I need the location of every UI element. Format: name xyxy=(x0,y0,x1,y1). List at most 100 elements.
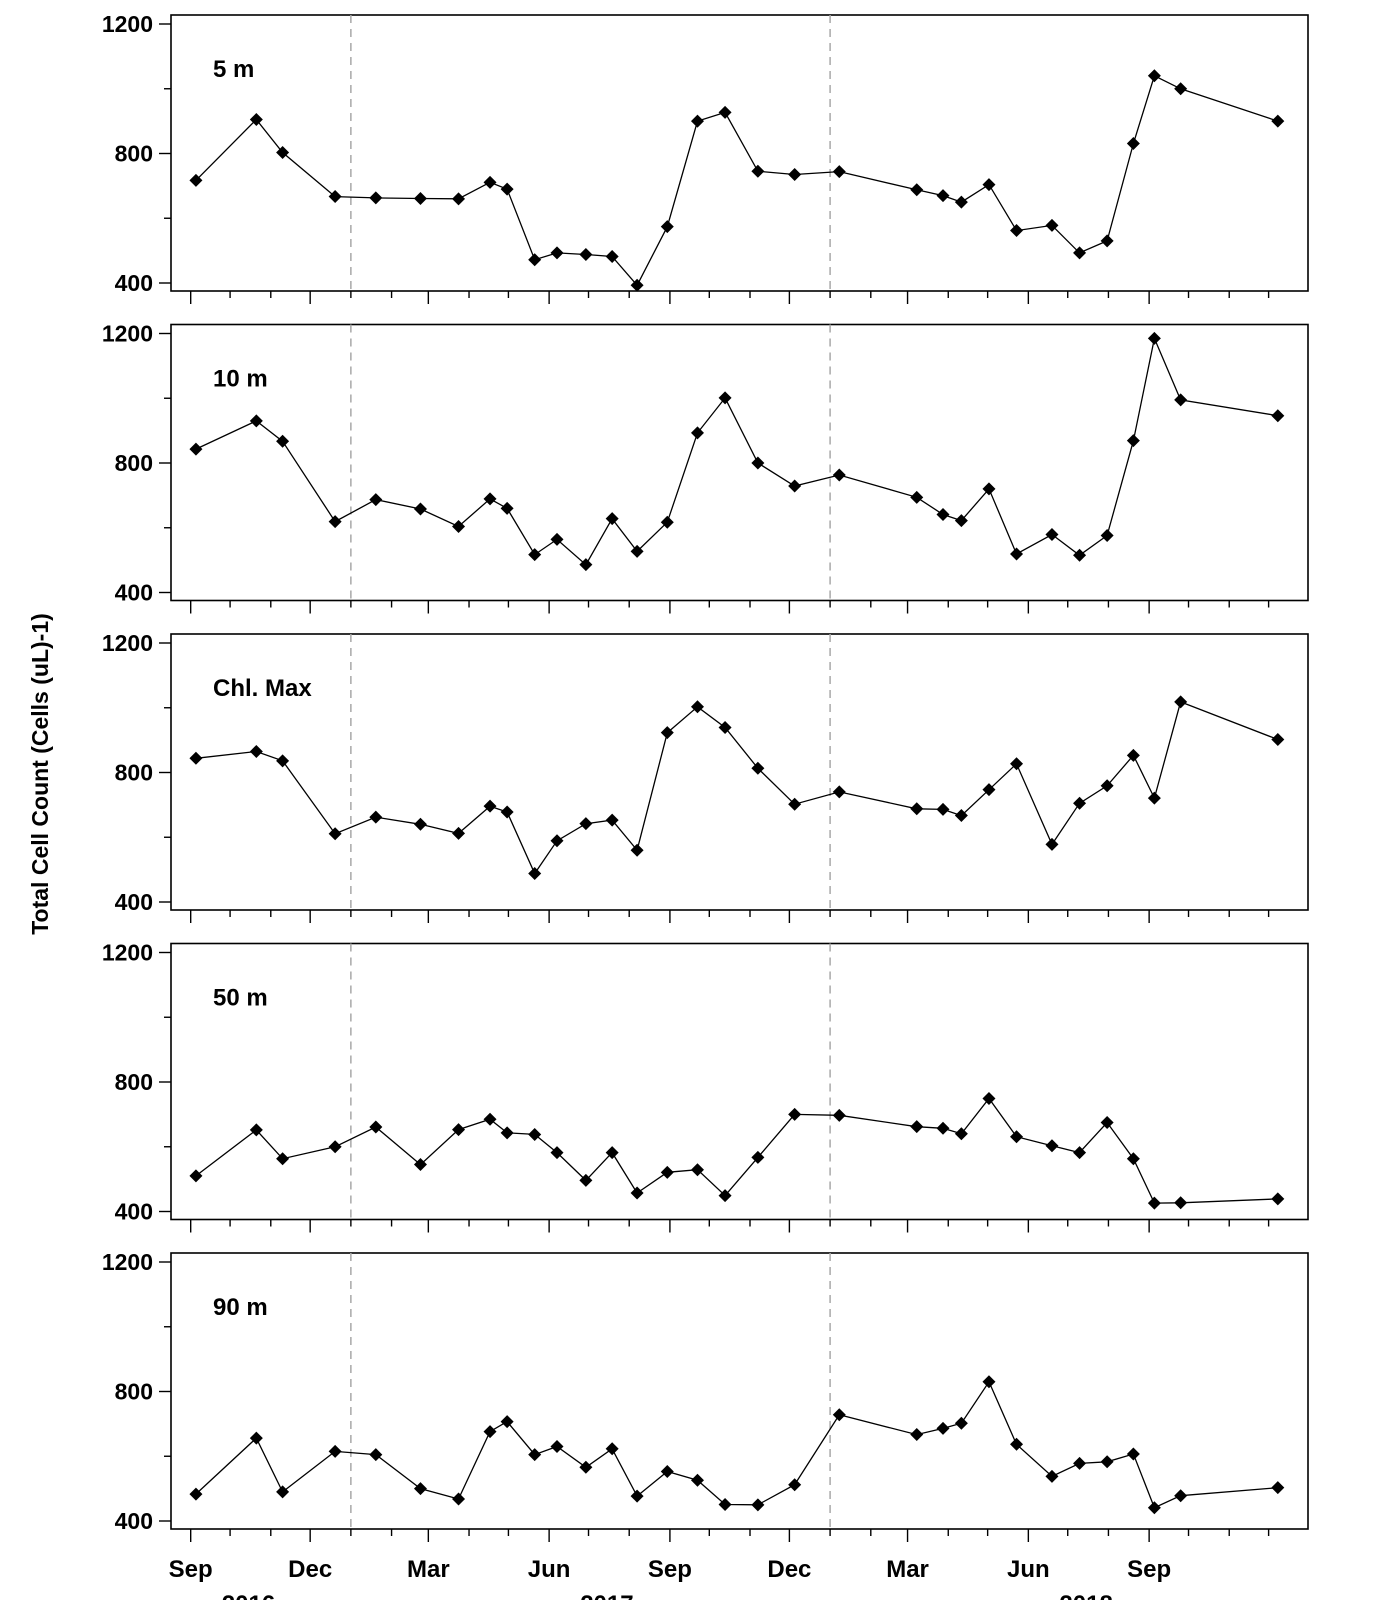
data-point xyxy=(483,1112,497,1126)
x-tick-label: Mar xyxy=(886,1556,929,1583)
data-point xyxy=(579,248,593,262)
data-point xyxy=(369,191,383,205)
data-point xyxy=(1010,547,1024,561)
data-point xyxy=(500,1126,514,1140)
data-point xyxy=(483,1425,497,1439)
data-point xyxy=(718,1497,732,1511)
panel-label: 5 m xyxy=(213,56,254,83)
x-tick-label: Mar xyxy=(407,1556,450,1583)
data-point xyxy=(369,1448,383,1462)
data-point xyxy=(751,1150,765,1164)
data-point xyxy=(1147,331,1161,345)
data-point xyxy=(550,246,564,260)
x-tick-label: Jun xyxy=(528,1556,571,1583)
data-point xyxy=(1174,1489,1188,1503)
data-point xyxy=(249,1123,263,1137)
data-point xyxy=(690,426,704,440)
data-point xyxy=(249,1431,263,1445)
data-point xyxy=(936,1121,950,1135)
data-point xyxy=(189,173,203,187)
data-point xyxy=(718,391,732,405)
x-tick-label: Dec xyxy=(288,1556,332,1583)
data-point xyxy=(1271,732,1285,746)
panel-label: 10 m xyxy=(213,366,268,393)
data-point xyxy=(605,1146,619,1160)
data-point xyxy=(1271,1481,1285,1495)
data-point xyxy=(328,1444,342,1458)
data-point xyxy=(982,1375,996,1389)
data-point xyxy=(910,490,924,504)
data-point xyxy=(954,514,968,528)
data-point xyxy=(660,1464,674,1478)
data-point xyxy=(328,190,342,204)
data-point xyxy=(788,479,802,493)
data-point xyxy=(1073,796,1087,810)
data-point xyxy=(910,183,924,197)
year-label: 2016 xyxy=(222,1591,275,1600)
data-point xyxy=(936,802,950,816)
data-point xyxy=(1100,529,1114,543)
data-point xyxy=(1147,1501,1161,1515)
y-tick-label: 1200 xyxy=(102,940,153,966)
data-point xyxy=(1045,1469,1059,1483)
data-point xyxy=(832,785,846,799)
data-point xyxy=(579,1173,593,1187)
data-point xyxy=(1126,434,1140,448)
data-point xyxy=(982,783,996,797)
year-label: 2018 xyxy=(1059,1591,1112,1600)
data-point xyxy=(690,1473,704,1487)
panel-frame xyxy=(170,1252,1309,1530)
data-point xyxy=(1073,548,1087,562)
data-point xyxy=(910,1120,924,1134)
data-point xyxy=(1010,757,1024,771)
data-point xyxy=(413,1482,427,1496)
data-point xyxy=(751,1498,765,1512)
data-point xyxy=(605,512,619,526)
data-point xyxy=(910,802,924,816)
data-point xyxy=(1073,1146,1087,1160)
data-point xyxy=(954,1127,968,1141)
data-point xyxy=(605,249,619,263)
data-point xyxy=(579,1460,593,1474)
data-point xyxy=(788,1107,802,1121)
data-point xyxy=(1147,791,1161,805)
y-tick-label: 800 xyxy=(115,1069,153,1095)
data-point xyxy=(1174,1196,1188,1210)
y-tick-label: 400 xyxy=(115,580,153,606)
series-line xyxy=(195,74,1279,287)
panel-frame xyxy=(170,633,1309,911)
data-point xyxy=(630,1489,644,1503)
data-point xyxy=(718,105,732,119)
data-point xyxy=(369,1120,383,1134)
data-point xyxy=(550,532,564,546)
data-point xyxy=(483,799,497,813)
data-point xyxy=(954,1416,968,1430)
data-point xyxy=(1126,748,1140,762)
data-point xyxy=(788,168,802,182)
data-point xyxy=(1045,1139,1059,1153)
data-point xyxy=(550,1440,564,1454)
data-point xyxy=(1126,136,1140,150)
data-point xyxy=(528,548,542,562)
data-point xyxy=(1147,69,1161,83)
panel-4: 400 800 1200 50 m xyxy=(102,940,1309,1233)
data-point xyxy=(660,726,674,740)
series-line xyxy=(195,1380,1278,1509)
data-point xyxy=(249,113,263,127)
data-point xyxy=(189,1487,203,1501)
data-point xyxy=(328,1140,342,1154)
data-point xyxy=(832,1408,846,1422)
data-point xyxy=(1100,1455,1114,1469)
data-point xyxy=(718,720,732,734)
panel-2: 400 800 1200 10 m xyxy=(102,321,1309,614)
y-tick-label: 1200 xyxy=(102,11,153,37)
y-tick-label: 800 xyxy=(115,141,153,167)
data-point xyxy=(328,827,342,841)
data-point xyxy=(982,1092,996,1106)
data-point xyxy=(1271,409,1285,423)
data-point xyxy=(249,744,263,758)
data-point xyxy=(1271,114,1285,128)
data-point xyxy=(660,1165,674,1179)
data-point xyxy=(630,278,644,292)
